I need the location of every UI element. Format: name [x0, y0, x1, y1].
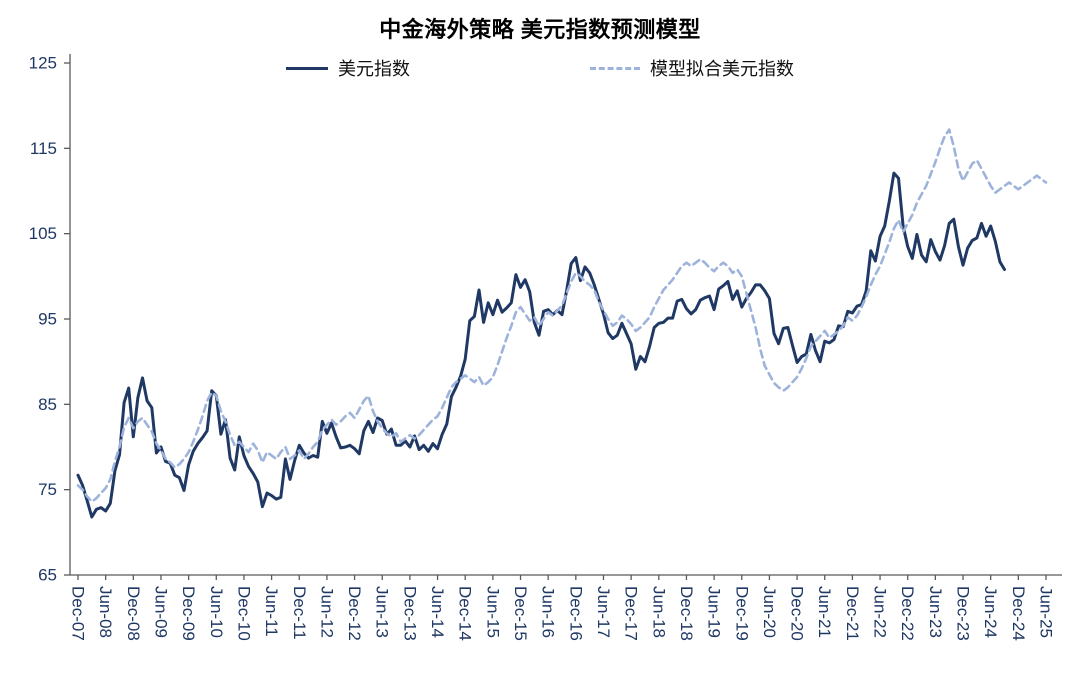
x-axis-label: Jun-10 — [207, 586, 226, 638]
y-axis-label: 105 — [29, 224, 57, 243]
x-axis-label: Dec-20 — [788, 586, 807, 641]
x-axis-label: Jun-08 — [96, 586, 115, 638]
series-line-usd-index — [76, 171, 1006, 519]
y-axis-label: 85 — [38, 395, 57, 414]
x-axis-label: Dec-17 — [622, 586, 641, 641]
x-axis-label: Dec-11 — [290, 586, 309, 640]
x-axis-label: Jun-18 — [649, 586, 668, 638]
x-axis-label: Jun-24 — [981, 586, 1000, 638]
x-axis-label: Dec-16 — [566, 586, 585, 641]
x-axis-label: Dec-15 — [511, 586, 530, 641]
series-line-model-fit — [76, 128, 1048, 503]
x-axis-label: Dec-12 — [345, 586, 364, 641]
x-axis-label: Dec-24 — [1009, 586, 1028, 641]
chart-legend: 美元指数 模型拟合美元指数 — [0, 55, 1080, 81]
x-axis-label: Dec-08 — [124, 586, 143, 641]
x-axis-label: Jun-13 — [373, 586, 392, 638]
y-axis-label: 125 — [29, 54, 57, 73]
legend-label-usd-index: 美元指数 — [338, 59, 410, 79]
legend-item-usd-index: 美元指数 — [286, 55, 410, 81]
x-axis-label: Dec-18 — [677, 586, 696, 641]
x-axis-label: Jun-21 — [815, 586, 834, 638]
x-axis-label: Jun-17 — [594, 586, 613, 638]
y-axis-label: 75 — [38, 480, 57, 499]
x-axis-label: Jun-25 — [1037, 586, 1056, 638]
solid-line-swatch — [286, 66, 328, 70]
dashed-line-swatch — [590, 66, 640, 70]
x-axis-label: Jun-19 — [705, 586, 724, 638]
legend-item-model-fit: 模型拟合美元指数 — [590, 55, 794, 81]
x-axis-label: Dec-21 — [843, 586, 862, 641]
chart-title: 中金海外策略 美元指数预测模型 — [379, 17, 701, 42]
x-axis-label: Dec-09 — [179, 586, 198, 641]
x-axis-label: Dec-13 — [400, 586, 419, 641]
x-axis-label: Jun-15 — [483, 586, 502, 638]
y-axis-label: 95 — [38, 310, 57, 329]
x-axis-label: Dec-19 — [732, 586, 751, 641]
x-axis-label: Dec-22 — [898, 586, 917, 641]
x-axis-label: Jun-16 — [539, 586, 558, 638]
x-axis-label: Jun-11 — [262, 586, 281, 637]
x-axis-label: Dec-10 — [234, 586, 253, 641]
y-axis-label: 115 — [30, 139, 57, 158]
x-axis-label: Jun-09 — [151, 586, 170, 638]
x-axis-label: Jun-23 — [926, 586, 945, 638]
y-axis-label: 65 — [38, 566, 57, 585]
x-axis-label: Jun-22 — [871, 586, 890, 638]
x-axis-label: Dec-23 — [954, 586, 973, 641]
x-axis-label: Jun-14 — [428, 586, 447, 638]
x-axis-label: Jun-20 — [760, 586, 779, 638]
x-axis-label: Dec-07 — [69, 586, 88, 641]
x-axis-label: Jun-12 — [317, 586, 336, 638]
x-axis-label: Dec-14 — [456, 586, 475, 641]
legend-label-model-fit: 模型拟合美元指数 — [650, 59, 794, 79]
